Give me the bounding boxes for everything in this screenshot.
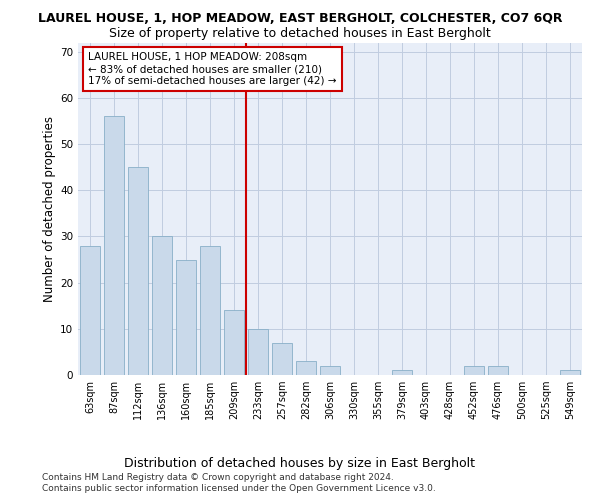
Bar	[224, 310, 244, 375]
Text: LAUREL HOUSE, 1 HOP MEADOW: 208sqm
← 83% of detached houses are smaller (210)
17: LAUREL HOUSE, 1 HOP MEADOW: 208sqm ← 83%…	[88, 52, 337, 86]
Y-axis label: Number of detached properties: Number of detached properties	[43, 116, 56, 302]
Bar	[392, 370, 412, 375]
Bar	[488, 366, 508, 375]
Text: LAUREL HOUSE, 1, HOP MEADOW, EAST BERGHOLT, COLCHESTER, CO7 6QR: LAUREL HOUSE, 1, HOP MEADOW, EAST BERGHO…	[38, 12, 562, 26]
Text: Distribution of detached houses by size in East Bergholt: Distribution of detached houses by size …	[125, 458, 476, 470]
Bar	[80, 246, 100, 375]
Text: Size of property relative to detached houses in East Bergholt: Size of property relative to detached ho…	[109, 28, 491, 40]
Bar	[152, 236, 172, 375]
Bar	[176, 260, 196, 375]
Bar	[296, 361, 316, 375]
Bar	[248, 329, 268, 375]
Bar	[200, 246, 220, 375]
Bar	[320, 366, 340, 375]
Bar	[464, 366, 484, 375]
Text: Contains public sector information licensed under the Open Government Licence v3: Contains public sector information licen…	[42, 484, 436, 493]
Bar	[560, 370, 580, 375]
Bar	[272, 342, 292, 375]
Text: Contains HM Land Registry data © Crown copyright and database right 2024.: Contains HM Land Registry data © Crown c…	[42, 472, 394, 482]
Bar	[104, 116, 124, 375]
Bar	[128, 167, 148, 375]
